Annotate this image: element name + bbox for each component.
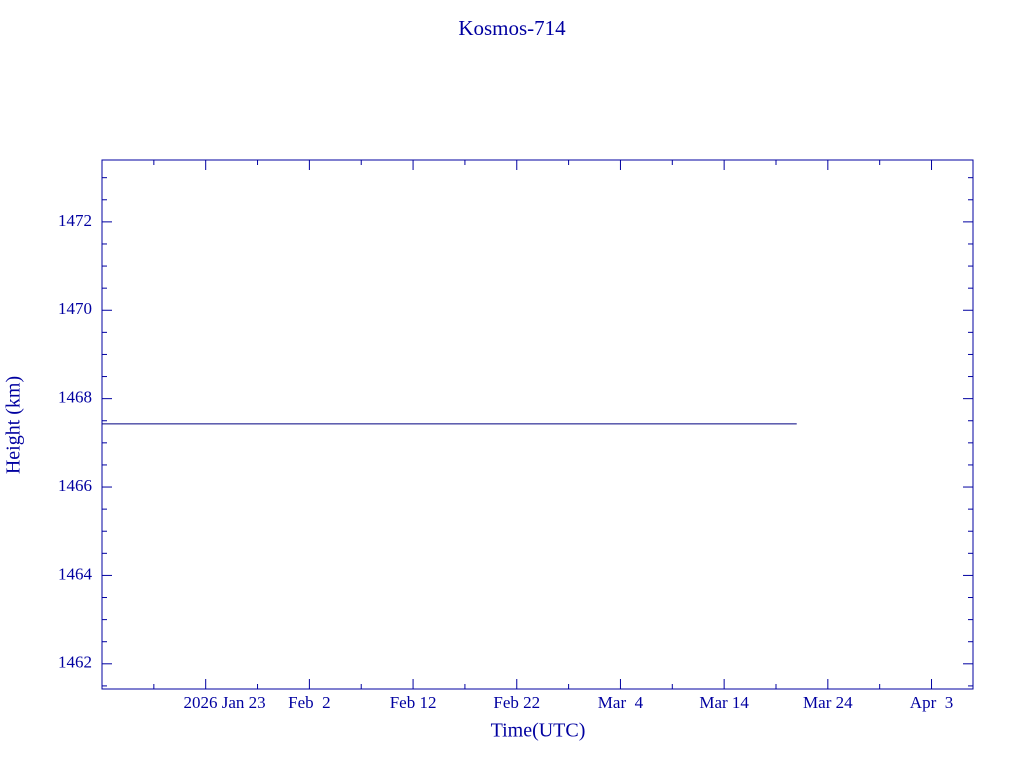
chart-title: Kosmos-714 [458,16,566,40]
x-tick-label: 2026 Jan 23 [184,693,266,712]
y-tick-label: 1468 [58,388,92,407]
x-tick-label: Feb 2 [288,693,331,712]
x-axis-label: Time(UTC) [491,720,586,742]
x-tick-label: Mar 24 [803,693,853,712]
y-tick-label: 1470 [58,299,92,318]
x-tick-label: Mar 14 [699,693,749,712]
plot-frame [101,159,974,690]
x-tick-label: Feb 22 [493,693,540,712]
y-tick-label: 1464 [58,564,93,583]
y-tick-label: 1472 [58,211,92,230]
x-tick-label: Feb 12 [390,693,437,712]
x-tick-label: Apr 3 [910,693,953,712]
x-tick-label: Mar 4 [598,693,644,712]
y-tick-label: 1466 [58,476,92,495]
y-tick-label: 1462 [58,653,92,672]
y-axis-label: Height (km) [3,376,25,474]
